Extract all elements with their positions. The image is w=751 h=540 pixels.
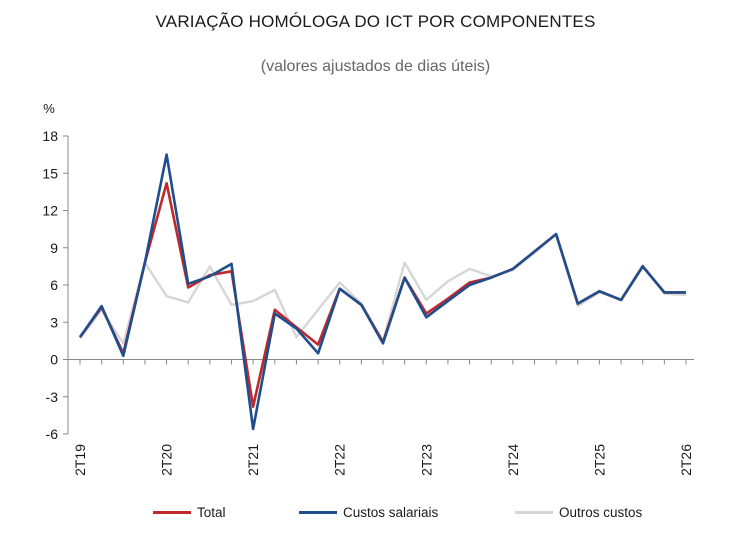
- y-tick-label: 3: [50, 314, 58, 330]
- legend-item: Custos salariais: [299, 505, 438, 520]
- legend-item: Outros custos: [515, 505, 642, 520]
- x-tick-label: 2T19: [72, 444, 88, 476]
- x-tick-label: 2T20: [159, 444, 175, 476]
- series-layer: [78, 153, 687, 431]
- y-tick-label: 0: [50, 352, 58, 368]
- y-tick-label: 6: [50, 277, 58, 293]
- line-chart: -6 -3 0 3 6 9 12 15 18 2T19 2T20 2T21 2T22 2T23 2T24 2T…: [42, 101, 694, 476]
- legend-swatch: [515, 511, 553, 514]
- x-tick-label: 2T24: [505, 444, 521, 476]
- y-tick-label: 15: [42, 165, 58, 181]
- legend-label: Custos salariais: [343, 505, 439, 520]
- legend-item: Total: [153, 505, 226, 520]
- y-axis-label: %: [43, 101, 55, 116]
- y-tick-label: 18: [42, 128, 58, 144]
- x-tick-label: 2T26: [678, 444, 694, 476]
- x-tick-label: 2T25: [591, 444, 607, 476]
- x-tick-label: 2T23: [418, 444, 434, 476]
- y-tick-label: 9: [50, 240, 58, 256]
- legend-label: Total: [197, 505, 226, 520]
- legend-swatch: [299, 511, 337, 514]
- y-tick-label: 12: [42, 203, 58, 219]
- series-line-custos-salariais: [78, 153, 686, 431]
- legend-swatch: [153, 511, 191, 514]
- legend-label: Outros custos: [559, 505, 643, 520]
- y-tick-label: -6: [46, 426, 59, 442]
- axes-layer: -6 -3 0 3 6 9 12 15 18 2T19 2T20 2T21 2T22 2T23 2T24 2T…: [42, 128, 694, 476]
- chart-title: VARIAÇÃO HOMÓLOGA DO ICT POR COMPONENTES: [155, 12, 596, 31]
- x-tick-label: 2T21: [245, 444, 261, 476]
- x-tick-label: 2T22: [332, 444, 348, 476]
- series-line-outros-custos: [79, 232, 687, 345]
- legend: Total Custos salariais Outros custos: [0, 505, 751, 527]
- y-tick-label: -3: [46, 389, 59, 405]
- chart-subtitle: (valores ajustados de dias úteis): [260, 58, 491, 75]
